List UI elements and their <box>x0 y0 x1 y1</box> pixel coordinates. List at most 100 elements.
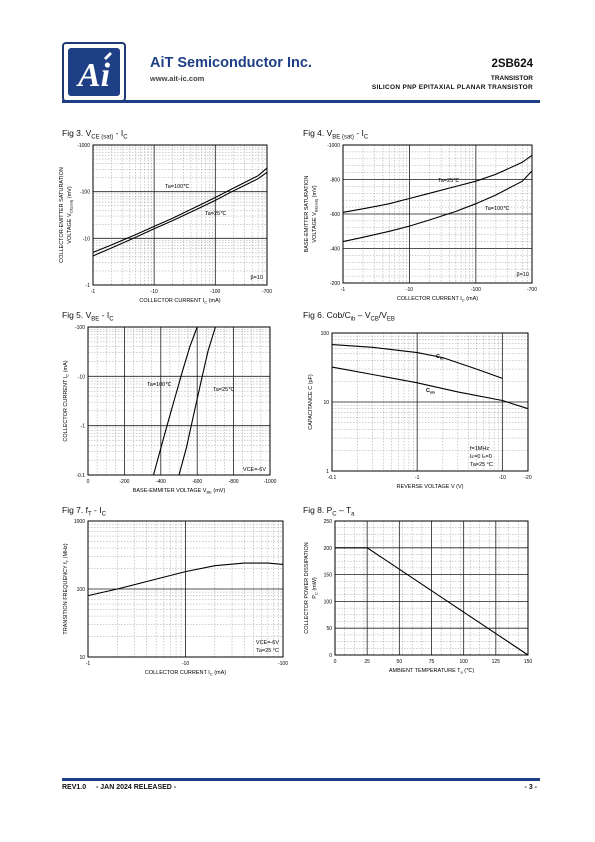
x-tick-label: -1 <box>341 287 346 293</box>
fig5-title: Fig 5. VBE - IC <box>62 310 114 323</box>
chart-annotation: IE=0 Ic=0 <box>470 454 492 460</box>
x-tick-label: -10 <box>151 289 158 295</box>
x-tick-label: -100 <box>278 661 288 667</box>
chart-fig5: 0 -200 -400 -600 -800 -1000 -0.1 -1 -10 -100 Ta=10… <box>55 320 280 500</box>
x-axis-label: COLLECTOR CURRENT IC (mA) <box>145 670 226 677</box>
product-description: SILICON PNP EPITAXIAL PLANAR TRANSISTOR <box>371 84 533 91</box>
chart-annotation: Ta=25 °C <box>470 462 493 468</box>
y-tick-label: 0 <box>329 653 332 659</box>
y-tick-label: -800 <box>330 178 340 184</box>
x-tick-label: 150 <box>524 659 533 665</box>
x-tick-label: 0 <box>87 479 90 485</box>
chart-fig3: -1 -10 -100 -700 -1 -10 -100 -1000 Ta=100℃ Ta=25℃… <box>55 140 280 305</box>
plot-frame <box>331 332 529 472</box>
x-tick-label: 50 <box>397 659 403 665</box>
y-axis-label-line2: VOLTAGE VCE(sat) (mV) <box>67 186 74 244</box>
series-line-2 <box>92 171 268 257</box>
y-tick-label: 10 <box>323 400 329 406</box>
series-label: Ta=100℃ <box>165 184 190 190</box>
x-tick-label: -200 <box>119 479 129 485</box>
series-line-1 <box>87 562 284 597</box>
y-tick-label: -10 <box>83 236 90 242</box>
y-tick-label: 150 <box>324 573 333 579</box>
footer-release: - JAN 2024 RELEASED - <box>96 784 177 791</box>
y-tick-label: -200 <box>330 281 340 287</box>
footer-page-number: - 3 - <box>524 784 537 791</box>
y-tick-label: 50 <box>326 626 332 632</box>
y-tick-label: -1 <box>81 424 86 430</box>
x-tick-label: -1000 <box>264 479 277 485</box>
chart-fig6: -0.1 -1 -10 -20 1 10 100 Cib Cob REVERSE VOLTAGE … <box>300 325 540 495</box>
company-name: AiT Semiconductor Inc. <box>150 55 312 71</box>
x-tick-label: -0.1 <box>328 475 337 481</box>
x-tick-label: -800 <box>229 479 239 485</box>
fig4-title: Fig 4. VBE (sat) - IC <box>303 128 369 141</box>
series-label: Ta=100℃ <box>485 206 510 212</box>
plot-frame <box>334 520 529 656</box>
plot-frame <box>87 520 284 658</box>
x-axis-label: AMBIENT TEMPERATURE Ta (℃) <box>389 668 474 675</box>
x-tick-label: 100 <box>459 659 468 665</box>
x-tick-label: -10 <box>182 661 189 667</box>
y-axis-label: COLLECTOR CURRENT IC (mA) <box>63 360 70 441</box>
y-axis-label: COLLECTOR POWER DISSIPATION <box>304 542 310 633</box>
fig3-title: Fig 3. VCE (sat) - IC <box>62 128 128 141</box>
x-tick-label: -1 <box>91 289 96 295</box>
chart-fig7: -1 -10 -100 10 100 1000 COLLECTOR CURRENT IC (… <box>55 515 295 680</box>
y-tick-label: 100 <box>324 599 333 605</box>
y-tick-label: -1000 <box>327 143 340 149</box>
y-axis-label-line2: VOLTAGE VBE(sat) (mV) <box>312 185 319 242</box>
y-axis-label: TRANSITION FREQUENCY fT (MHz) <box>63 543 70 634</box>
chart-annotation: β=10 <box>517 272 530 278</box>
y-tick-label: -100 <box>80 190 90 196</box>
x-tick-label: -10 <box>499 475 506 481</box>
y-axis-label: CAPACITANCE C (pF) <box>308 374 314 430</box>
x-axis-label: REVERSE VOLTAGE V (V) <box>396 484 463 490</box>
header-divider <box>62 100 540 103</box>
fig8-title: Fig 8. PC – Ta <box>303 505 355 518</box>
x-tick-label: -20 <box>524 475 531 481</box>
series-label: Ta=25℃ <box>213 387 235 393</box>
y-tick-label: 100 <box>321 331 330 337</box>
chart-annotation: β=10 <box>251 275 264 281</box>
y-axis-label-line2: PC (mW) <box>312 577 319 599</box>
x-tick-label: -1 <box>415 475 420 481</box>
series-line-1 <box>152 326 198 476</box>
y-tick-label: 1000 <box>74 519 85 525</box>
plot-frame <box>342 144 533 284</box>
series-label: Ta=100℃ <box>147 382 172 388</box>
y-tick-label: -400 <box>330 247 340 253</box>
series-label: Ta=25℃ <box>205 211 227 217</box>
series-line-1 <box>331 344 503 379</box>
x-axis-label: COLLECTOR CURRENT IC (mA) <box>139 298 220 305</box>
series-line-1 <box>335 547 529 656</box>
y-tick-label: -0.1 <box>76 473 85 479</box>
y-tick-label: 10 <box>79 655 85 661</box>
y-tick-label: 1 <box>326 469 329 475</box>
x-axis-label: BASE-EMMITER VOLTAGE VBE (mV) <box>133 488 226 495</box>
chart-fig4: -1 -10 -100 -700 -200 -400 -600 -800 -1000 Ta=25℃… <box>300 140 540 305</box>
company-website[interactable]: www.ait-ic.com <box>150 74 205 83</box>
part-number: 2SB624 <box>491 58 533 70</box>
product-type: TRANSISTOR <box>490 75 533 82</box>
y-tick-label: -100 <box>75 325 85 331</box>
y-tick-label: 100 <box>77 587 86 593</box>
x-tick-label: 75 <box>429 659 435 665</box>
y-tick-label: 250 <box>324 519 333 525</box>
footer-divider <box>62 778 540 781</box>
x-tick-label: -100 <box>210 289 220 295</box>
plot-frame <box>92 144 268 286</box>
y-tick-label: -10 <box>78 374 85 380</box>
fig6-title: Fig 6. Cob/Cib – VCB/VEB <box>303 310 395 323</box>
series-label: Cob <box>426 388 435 395</box>
chart-annotation: f=1MHz <box>470 446 489 452</box>
y-tick-label: -1 <box>86 283 91 289</box>
series-line-2 <box>331 366 529 410</box>
chart-fig8: 0 25 50 75 100 125 150 0 50 100 150 200 250 AMBIENT T… <box>300 515 540 680</box>
x-tick-label: 125 <box>492 659 501 665</box>
chart-annotation: Ta=25 °C <box>256 648 279 654</box>
y-axis-label: COLLECTOR-EMITTER SATURATION <box>59 167 65 263</box>
x-tick-label: 0 <box>334 659 337 665</box>
chart-annotation: VCE=-6V <box>243 467 266 473</box>
company-logo: Ai <box>62 42 126 102</box>
